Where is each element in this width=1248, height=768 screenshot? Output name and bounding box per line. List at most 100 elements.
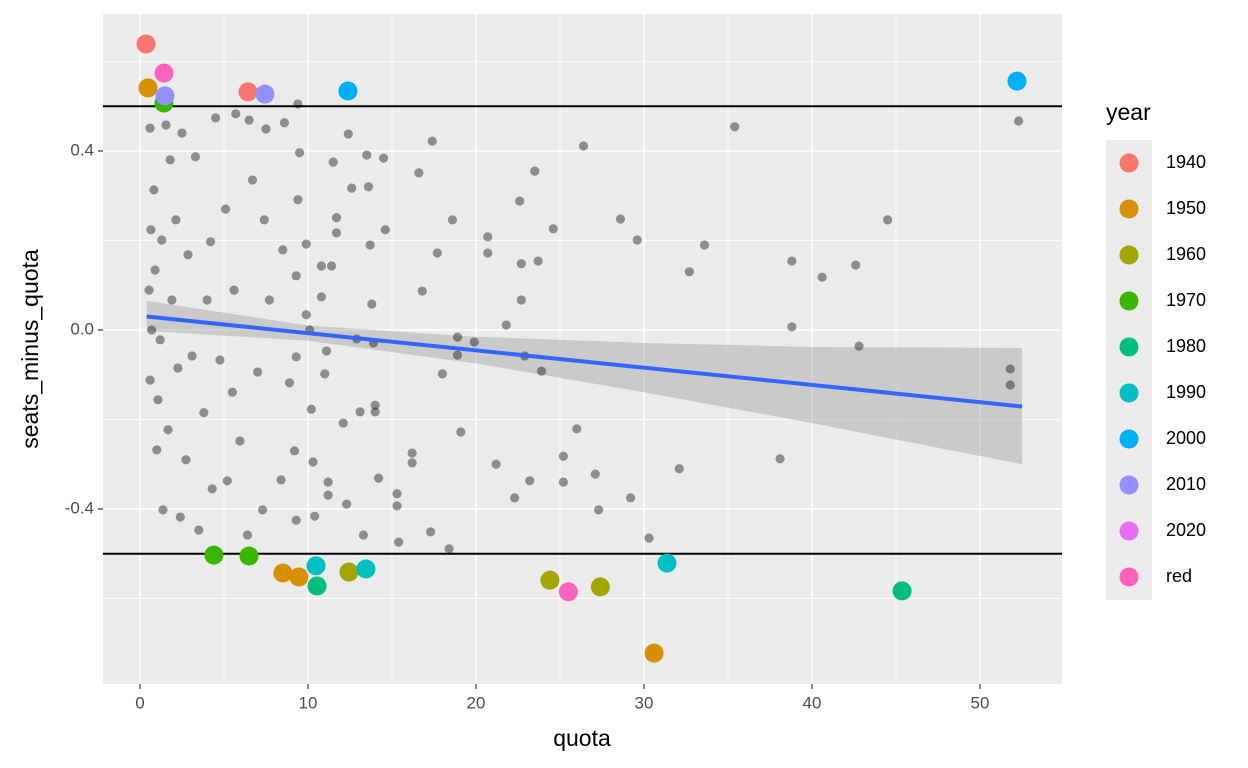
legend-key xyxy=(1119,245,1139,265)
legend-label: 2020 xyxy=(1166,520,1206,540)
data-point xyxy=(572,424,582,434)
legend-label: 1960 xyxy=(1166,244,1206,264)
data-point xyxy=(284,378,295,388)
data-point xyxy=(578,141,589,151)
data-point xyxy=(150,265,160,275)
legend-key xyxy=(1119,429,1139,449)
highlight-point xyxy=(154,63,174,83)
data-point xyxy=(407,458,417,468)
data-point xyxy=(370,400,380,410)
data-point xyxy=(1014,116,1024,126)
data-point xyxy=(1005,380,1015,390)
legend-label: 1940 xyxy=(1166,152,1206,172)
highlight-point xyxy=(138,78,158,98)
data-point xyxy=(323,477,333,487)
highlight-point xyxy=(306,556,326,576)
confidence-band xyxy=(146,300,1023,465)
data-point xyxy=(242,530,253,540)
data-point xyxy=(787,322,797,332)
data-point xyxy=(392,489,402,499)
data-point xyxy=(229,285,239,295)
data-point xyxy=(417,286,427,296)
data-point xyxy=(173,363,183,373)
data-point xyxy=(308,457,318,467)
legend-label: 2010 xyxy=(1166,474,1206,494)
data-point xyxy=(378,153,389,163)
data-point xyxy=(536,366,547,376)
data-point xyxy=(146,225,156,235)
data-point xyxy=(787,256,797,266)
data-point xyxy=(235,436,245,446)
data-point xyxy=(516,259,526,269)
data-point xyxy=(291,515,301,525)
data-point xyxy=(221,204,231,214)
data-point xyxy=(338,418,348,428)
highlight-point xyxy=(307,576,327,596)
data-point xyxy=(165,155,175,165)
highlight-point xyxy=(892,581,912,601)
data-point xyxy=(244,115,254,125)
data-point xyxy=(291,271,301,281)
y-tick-label: 0.0 xyxy=(70,319,94,338)
data-point xyxy=(558,477,568,487)
x-tick-label: 40 xyxy=(803,693,822,712)
legend-label: 1980 xyxy=(1166,336,1206,356)
data-point xyxy=(392,501,402,511)
legend-label: 1990 xyxy=(1166,382,1206,402)
data-point xyxy=(775,454,785,464)
highlight-point xyxy=(273,563,293,583)
data-point xyxy=(293,99,303,109)
data-point xyxy=(414,168,424,178)
data-point xyxy=(301,310,311,320)
highlight-point xyxy=(540,570,560,590)
data-point xyxy=(394,537,404,547)
data-point xyxy=(437,369,447,379)
data-point xyxy=(373,473,384,483)
data-point xyxy=(210,113,221,123)
data-point xyxy=(817,272,827,282)
legend-label: 1970 xyxy=(1166,290,1206,310)
data-point xyxy=(167,295,177,305)
legend-label: 1950 xyxy=(1166,198,1206,218)
data-point xyxy=(261,124,271,134)
highlight-point xyxy=(204,545,224,565)
data-point xyxy=(215,355,225,365)
data-point xyxy=(432,248,442,258)
data-point xyxy=(326,261,337,271)
data-point xyxy=(469,337,479,347)
data-point xyxy=(380,225,390,235)
x-tick-label: 0 xyxy=(135,693,144,712)
data-point xyxy=(152,445,162,455)
x-tick-label: 50 xyxy=(971,693,990,712)
data-point xyxy=(227,387,237,397)
highlight-point xyxy=(239,546,259,566)
data-point xyxy=(291,352,301,362)
legend-key xyxy=(1119,337,1139,357)
data-point xyxy=(145,375,155,385)
data-point xyxy=(501,320,511,330)
data-point xyxy=(730,122,740,132)
data-point xyxy=(289,446,300,456)
data-point xyxy=(310,511,320,521)
data-point xyxy=(331,228,342,238)
data-point xyxy=(276,475,286,485)
data-point xyxy=(202,295,212,305)
data-point xyxy=(427,136,437,146)
data-point xyxy=(194,525,204,535)
x-axis-title: quota xyxy=(553,725,611,751)
legend-key xyxy=(1119,199,1139,219)
data-point xyxy=(533,256,543,266)
data-point xyxy=(149,185,159,195)
legend-key xyxy=(1119,153,1139,173)
data-point xyxy=(370,407,380,417)
data-point xyxy=(161,120,171,130)
data-point xyxy=(331,213,342,223)
data-point xyxy=(155,335,165,345)
data-point xyxy=(516,295,526,305)
data-point xyxy=(294,148,305,158)
data-point xyxy=(444,544,454,554)
highlight-point xyxy=(289,567,309,587)
data-point xyxy=(258,505,268,515)
data-point xyxy=(625,493,636,503)
